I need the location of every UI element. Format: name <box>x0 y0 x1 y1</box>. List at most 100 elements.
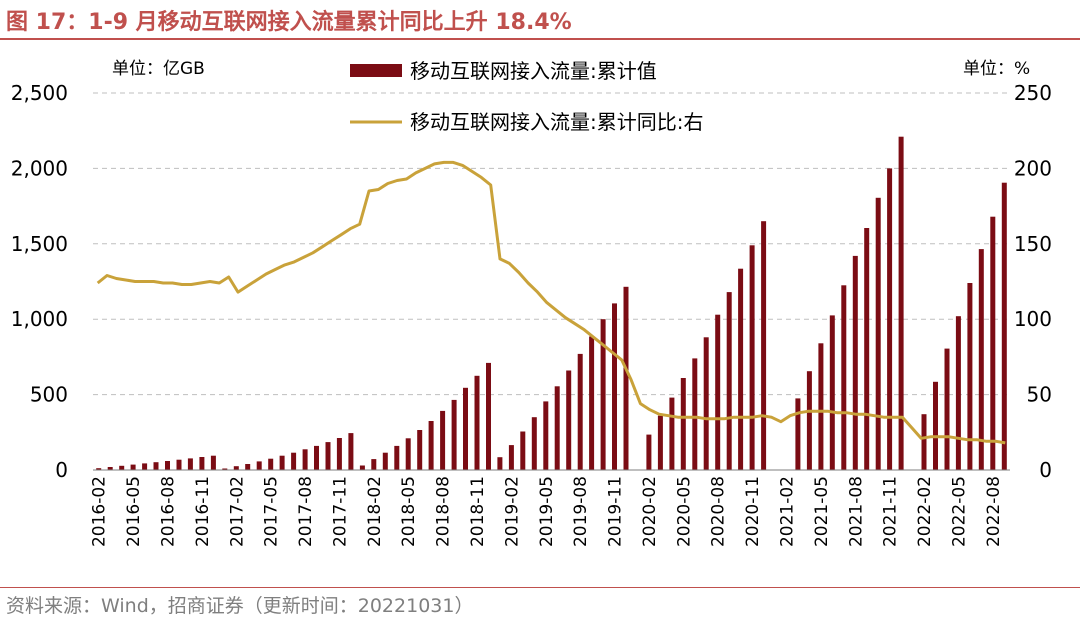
data-bar <box>359 465 365 470</box>
data-bar <box>703 337 709 470</box>
y-right-tick-label: 50 <box>1027 383 1052 407</box>
x-tick-label: 2022-08 <box>984 476 1004 547</box>
data-bar <box>566 370 572 470</box>
right-unit-label: 单位：% <box>963 59 1030 79</box>
x-tick-label: 2020-08 <box>709 476 729 547</box>
data-bar <box>165 461 170 470</box>
data-bar <box>245 464 251 470</box>
data-bar <box>463 387 468 470</box>
x-tick-label: 2017-08 <box>296 476 316 547</box>
legend-bar-swatch <box>350 64 402 77</box>
data-bar <box>818 343 824 470</box>
y-left-tick-label: 2,000 <box>11 156 68 180</box>
x-tick-label: 2016-08 <box>159 476 179 547</box>
x-tick-label: 2019-11 <box>606 476 626 547</box>
data-bar <box>96 468 102 470</box>
x-axis-ticks: 2016-02 2016-05 2016-08 2016-11 2017-02 2017-… <box>90 476 1004 547</box>
data-bar <box>990 216 996 470</box>
data-bar <box>669 397 675 470</box>
right-axis-ticks: 0 50 100 150 200 250 <box>1014 81 1052 482</box>
x-tick-label: 2022-02 <box>915 476 935 547</box>
data-bar <box>119 465 125 470</box>
data-bar <box>589 336 595 470</box>
data-bar <box>371 459 377 470</box>
data-bar <box>187 458 193 470</box>
data-bar <box>806 371 812 470</box>
data-bar <box>268 458 274 470</box>
data-bar <box>761 221 767 470</box>
x-tick-label: 2017-02 <box>227 476 247 547</box>
data-bar <box>887 168 893 470</box>
data-bar <box>944 348 950 470</box>
data-bar <box>394 445 400 470</box>
data-bar <box>382 452 388 470</box>
x-tick-label: 2020-02 <box>640 476 660 547</box>
data-bar <box>1001 182 1007 470</box>
data-bar <box>921 414 927 470</box>
data-bar <box>933 381 938 470</box>
chart-title: 图 17：1-9 月移动互联网接入流量累计同比上升 18.4% <box>6 10 572 35</box>
data-bar <box>279 455 285 470</box>
data-bar <box>795 398 801 470</box>
data-bar <box>715 314 721 470</box>
data-bar <box>210 455 216 470</box>
data-bar <box>417 430 423 470</box>
chart-area: 0 500 1,000 1,500 2,000 2,500 0 50 100 150 200 250… <box>11 59 1052 547</box>
x-tick-label: 2019-02 <box>502 476 522 547</box>
y-left-tick-label: 2,500 <box>11 81 68 105</box>
data-bar <box>864 228 870 470</box>
gridlines <box>93 92 1010 396</box>
data-bar <box>222 468 228 470</box>
x-tick-label: 2016-02 <box>90 476 110 547</box>
data-bar <box>554 386 560 470</box>
data-bar <box>348 433 354 470</box>
left-unit-label: 单位：亿GB <box>112 59 205 79</box>
data-bar <box>520 431 526 470</box>
y-right-tick-label: 200 <box>1014 156 1052 180</box>
data-bar <box>967 283 973 470</box>
data-bar <box>646 434 652 470</box>
x-tick-label: 2021-11 <box>881 476 901 547</box>
data-bar <box>176 459 182 470</box>
x-tick-label: 2021-05 <box>812 476 832 547</box>
data-bar <box>291 452 297 470</box>
x-tick-label: 2020-11 <box>743 476 763 547</box>
data-bar <box>955 316 961 470</box>
data-bar <box>405 438 411 470</box>
data-bar <box>543 401 549 470</box>
data-bar <box>657 415 663 470</box>
x-tick-label: 2018-05 <box>399 476 419 547</box>
data-bar <box>531 417 537 470</box>
x-tick-label: 2016-05 <box>124 476 144 547</box>
x-tick-label: 2018-08 <box>434 476 454 547</box>
data-bar <box>841 285 847 470</box>
data-bar <box>829 315 835 470</box>
y-left-tick-label: 500 <box>30 383 68 407</box>
data-bar <box>692 358 698 470</box>
data-bar <box>336 438 342 470</box>
data-bar <box>428 421 434 470</box>
data-bar <box>107 467 113 470</box>
x-tick-label: 2019-05 <box>537 476 557 547</box>
data-bar <box>508 445 514 470</box>
data-bar <box>680 378 686 470</box>
data-bar <box>440 410 446 470</box>
y-right-tick-label: 250 <box>1014 81 1052 105</box>
x-tick-label: 2016-11 <box>193 476 213 547</box>
data-bar <box>738 268 744 470</box>
data-bar <box>898 136 904 470</box>
data-bar <box>978 249 984 470</box>
y-right-tick-label: 0 <box>1039 458 1052 482</box>
legend: 移动互联网接入流量:累计值 移动互联网接入流量:累计同比:右 <box>350 59 703 134</box>
legend-line-label: 移动互联网接入流量:累计同比:右 <box>410 110 703 134</box>
data-bar <box>726 292 732 470</box>
data-bar <box>497 457 503 470</box>
data-bar <box>325 442 331 470</box>
x-tick-label: 2022-05 <box>949 476 969 547</box>
data-bar <box>623 286 629 470</box>
x-tick-label: 2018-02 <box>365 476 385 547</box>
data-bar <box>302 449 308 470</box>
x-tick-label: 2021-08 <box>846 476 866 547</box>
x-tick-label: 2021-02 <box>778 476 798 547</box>
data-bar <box>852 255 858 470</box>
